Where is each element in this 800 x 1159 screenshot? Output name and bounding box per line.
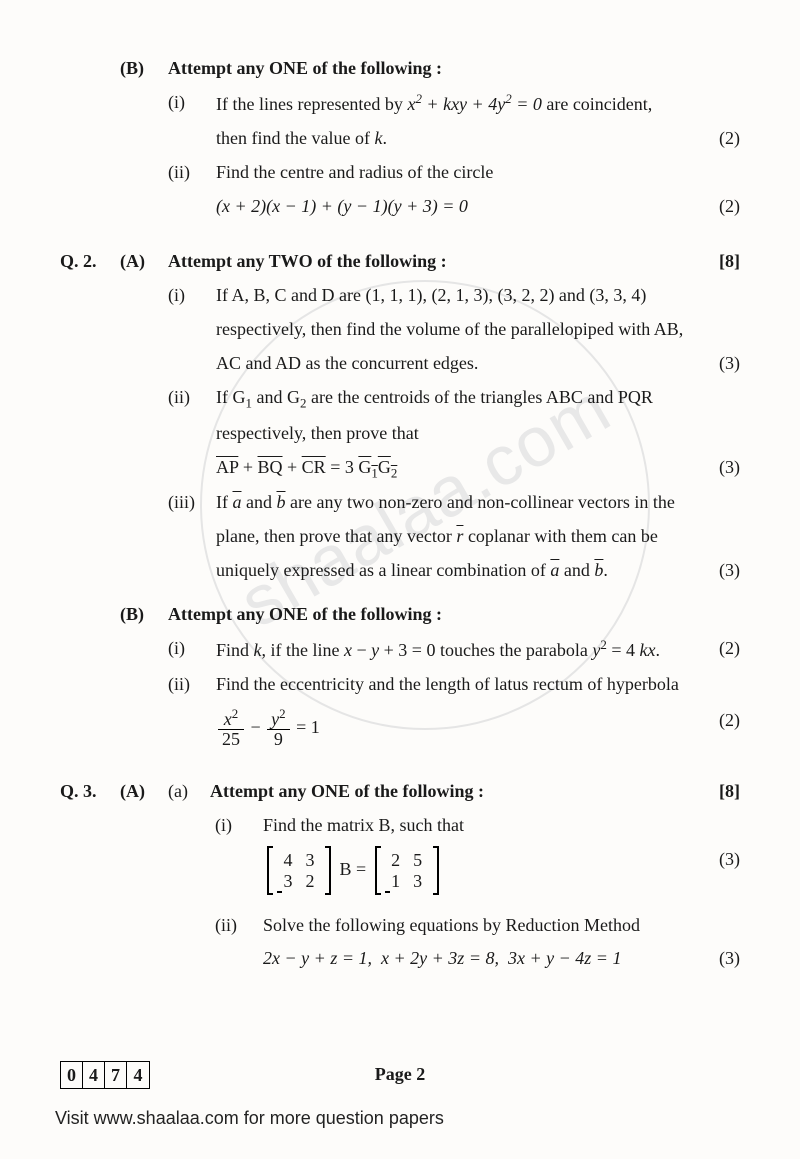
q2a-iii-3: uniquely expressed as a linear combinati… (216, 557, 692, 585)
q1b-i-text2: are coincident, (542, 94, 652, 114)
q1b-ii-eq: (x + 2)(x − 1) + (y − 1)(y + 3) = 0 (216, 196, 468, 216)
q2a-iii-2: plane, then prove that any vector r copl… (216, 523, 740, 551)
page-content: (B) Attempt any ONE of the following : (… (60, 55, 740, 973)
q3-i-text: Find the matrix B, such that (263, 812, 740, 840)
q1b-ii-marks: (2) (692, 193, 740, 221)
q3a-label: (A) (120, 778, 168, 806)
q2a-ii-1: If G1 and G2 are the centroids of the tr… (216, 384, 740, 414)
q2a-ii-marks: (3) (692, 454, 740, 482)
q1b-i-label: (i) (168, 89, 216, 117)
q3-ii-text: Solve the following equations by Reducti… (263, 912, 740, 940)
q3a-a-label: (a) (168, 778, 210, 806)
q1b-i-marks: (2) (692, 125, 740, 153)
q3-ii-label: (ii) (215, 912, 263, 940)
q1b-ii-text: Find the centre and radius of the circle (216, 159, 740, 187)
q3-i-marks: (3) (692, 846, 740, 874)
q2a-i-marks: (3) (692, 350, 740, 378)
q2a-iii-label: (iii) (168, 489, 216, 517)
q1b-i-text1: If the lines represented by (216, 94, 407, 114)
q2a-i-3: AC and AD as the concurrent edges. (216, 350, 692, 378)
q2a-label: (A) (120, 248, 168, 276)
q3-ii-marks: (3) (692, 945, 740, 973)
footer-visit: Visit www.shaalaa.com for more question … (55, 1108, 444, 1129)
q2b-ii-marks: (2) (692, 707, 740, 735)
q2a-i-2: respectively, then find the volume of th… (216, 316, 740, 344)
q2a-iii-marks: (3) (692, 557, 740, 585)
q2a-ii-2: respectively, then prove that (216, 420, 740, 448)
q3-marks: [8] (692, 778, 740, 806)
q2b-ii-1: Find the eccentricity and the length of … (216, 671, 740, 699)
q3-ii-eq: 2x − y + z = 1, x + 2y + 3z = 8, 3x + y … (263, 945, 692, 973)
q2b-i-1: Find k, if the line x − y + 3 = 0 touche… (216, 635, 692, 665)
q2b-header: Attempt any ONE of the following : (168, 604, 442, 624)
q2a-marks: [8] (692, 248, 740, 276)
q2b-ii-label: (ii) (168, 671, 216, 699)
q1b-label: (B) (120, 55, 168, 83)
q1b-i-text3: then find the value of k. (216, 125, 692, 153)
q3-header: Attempt any ONE of the following : (210, 781, 484, 801)
q1b-ii-label: (ii) (168, 159, 216, 187)
q2a-ii-label: (ii) (168, 384, 216, 412)
q2-num: Q. 2. (60, 248, 120, 276)
q2b-label: (B) (120, 601, 168, 629)
q3-num: Q. 3. (60, 778, 120, 806)
q3-i-eq: 43 32 B = 25 13 (263, 846, 692, 896)
page-number: Page 2 (0, 1064, 800, 1085)
q2a-i-label: (i) (168, 282, 216, 310)
q2b-ii-eq: x225 − y29 = 1 (216, 707, 692, 751)
q2a-ii-eq: AP + BQ + CR = 3 G1G2 (216, 454, 692, 484)
q2b-i-marks: (2) (692, 635, 740, 663)
q2a-iii-1: If a and b are any two non-zero and non-… (216, 489, 740, 517)
q1b-header: Attempt any ONE of the following : (168, 58, 442, 78)
q2b-i-label: (i) (168, 635, 216, 663)
q3-i-label: (i) (215, 812, 263, 840)
q2a-i-1: If A, B, C and D are (1, 1, 1), (2, 1, 3… (216, 282, 740, 310)
q2a-header: Attempt any TWO of the following : (168, 251, 447, 271)
